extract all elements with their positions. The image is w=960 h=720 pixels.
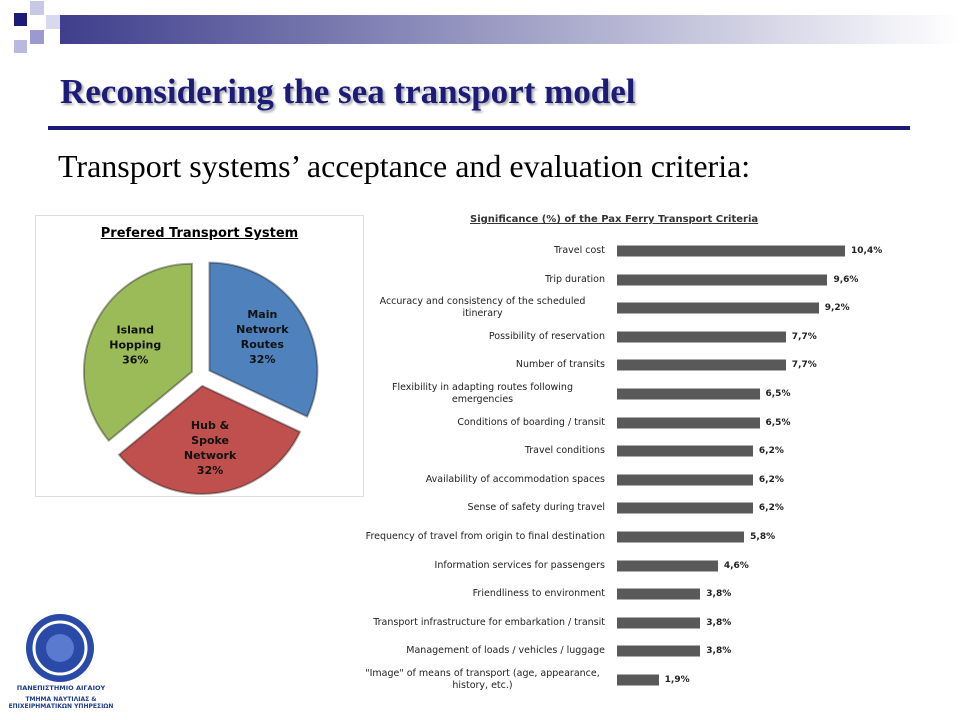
bar <box>617 502 753 514</box>
category-text: Information services for passengers <box>434 559 605 571</box>
pie-slice <box>208 261 319 418</box>
chart-title: Significance (%) of the Pax Ferry Transp… <box>470 214 759 225</box>
category-text: Flexibility in adapting routes following… <box>392 382 573 405</box>
value-label: 9,2% <box>824 303 850 314</box>
value-label: 3,8% <box>706 617 732 628</box>
category-text: Transport infrastructure for embarkation… <box>373 616 605 628</box>
value-label: 3,8% <box>706 589 732 600</box>
category-label: Sense of safety during travel <box>360 502 605 514</box>
value-label: 5,8% <box>750 532 776 542</box>
slice-label: Main Network Routes 32% <box>229 307 295 367</box>
slice-category: Hub & Spoke Network <box>183 419 237 463</box>
bar <box>617 417 760 429</box>
bar <box>617 674 659 686</box>
category-label: Management of loads / vehicles / luggage <box>360 645 605 657</box>
bar <box>617 645 701 657</box>
slice-category: Main Network Routes <box>236 308 289 352</box>
value-label: 1,9% <box>664 675 690 685</box>
bar <box>617 274 828 286</box>
bar <box>617 588 701 600</box>
bar <box>617 617 701 629</box>
bar <box>617 531 745 543</box>
bar <box>617 359 786 371</box>
slice-value: 32% <box>249 353 276 367</box>
value-label: 6,2% <box>758 474 784 485</box>
value-label: 6,5% <box>765 389 791 399</box>
bar <box>617 302 819 314</box>
category-label: Trip duration <box>360 274 605 286</box>
value-label: 3,8% <box>706 646 732 657</box>
category-label: Information services for passengers <box>360 560 605 572</box>
category-text: "Image" of means of transport (age, appe… <box>365 668 600 691</box>
pie-chart: Prefered Transport System Main Network R… <box>35 215 364 497</box>
category-label: Availability of accommodation spaces <box>360 474 605 486</box>
slide-title: Reconsidering the sea transport model <box>60 72 636 111</box>
category-text: Travel cost <box>554 245 605 256</box>
category-label: Possibility of reservation <box>360 331 605 343</box>
category-text: Conditions of boarding / transit <box>457 416 605 428</box>
category-text: Frequency of travel from origin to final… <box>365 531 605 542</box>
category-label: Number of transits <box>360 359 605 371</box>
bar <box>617 474 753 486</box>
category-label: "Image" of means of transport (age, appe… <box>360 668 605 692</box>
category-label: Transport infrastructure for embarkation… <box>360 617 605 629</box>
value-label: 7,7% <box>791 331 817 342</box>
category-text: Travel conditions <box>524 445 605 457</box>
category-label: Travel cost <box>360 245 605 257</box>
category-text: Sense of safety during travel <box>467 502 605 514</box>
logo-department: ΤΜΗΜΑ ΝΑΥΤΙΛΙΑΣ & ΕΠΙΧΕΙΡΗΜΑΤΙΚΩΝ ΥΠΗΡΕΣ… <box>8 696 114 710</box>
bar <box>617 245 845 257</box>
bar <box>617 388 760 400</box>
category-label: Conditions of boarding / transit <box>360 417 605 429</box>
pie-slice <box>82 262 193 442</box>
pie-slice <box>117 384 302 495</box>
category-text: Possibility of reservation <box>488 330 605 342</box>
value-label: 10,4% <box>851 246 883 256</box>
category-text: Friendliness to environment <box>472 588 605 600</box>
category-label: Travel conditions <box>360 445 605 457</box>
bar <box>617 560 718 572</box>
slice-label: Island Hopping 36% <box>102 323 168 368</box>
pie-plot <box>82 261 319 495</box>
category-text: Availability of accommodation spaces <box>425 473 605 485</box>
slice-category: Island Hopping <box>109 323 162 352</box>
value-label: 4,6% <box>723 560 749 571</box>
value-label: 6,2% <box>758 503 784 514</box>
category-text: Trip duration <box>545 273 605 285</box>
category-text: Number of transits <box>515 359 605 371</box>
chart-title: Prefered Transport System <box>100 226 299 241</box>
slice-value: 36% <box>122 353 149 367</box>
category-text: Accuracy and consistency of the schedule… <box>379 296 586 320</box>
slice-value: 32% <box>196 464 224 478</box>
slide-subtitle: Transport systems’ acceptance and evalua… <box>58 148 751 184</box>
value-label: 7,7% <box>791 360 817 371</box>
logo-name: ΠΑΝΕΠΙΣΤΗΜΙΟ ΑΙΓΑΙΟΥ <box>16 684 106 692</box>
category-label: Flexibility in adapting routes following… <box>360 382 605 406</box>
bar <box>617 445 753 457</box>
category-label: Accuracy and consistency of the schedule… <box>360 296 605 320</box>
bar <box>617 331 786 343</box>
category-label: Frequency of travel from origin to final… <box>360 531 605 543</box>
value-label: 6,5% <box>765 417 791 428</box>
category-label: Friendliness to environment <box>360 588 605 600</box>
slice-label: Hub & Spoke Network 32% <box>177 418 243 478</box>
category-text: Management of loads / vehicles / luggage <box>406 645 605 657</box>
value-label: 6,2% <box>758 446 784 457</box>
value-label: 9,6% <box>833 274 859 285</box>
